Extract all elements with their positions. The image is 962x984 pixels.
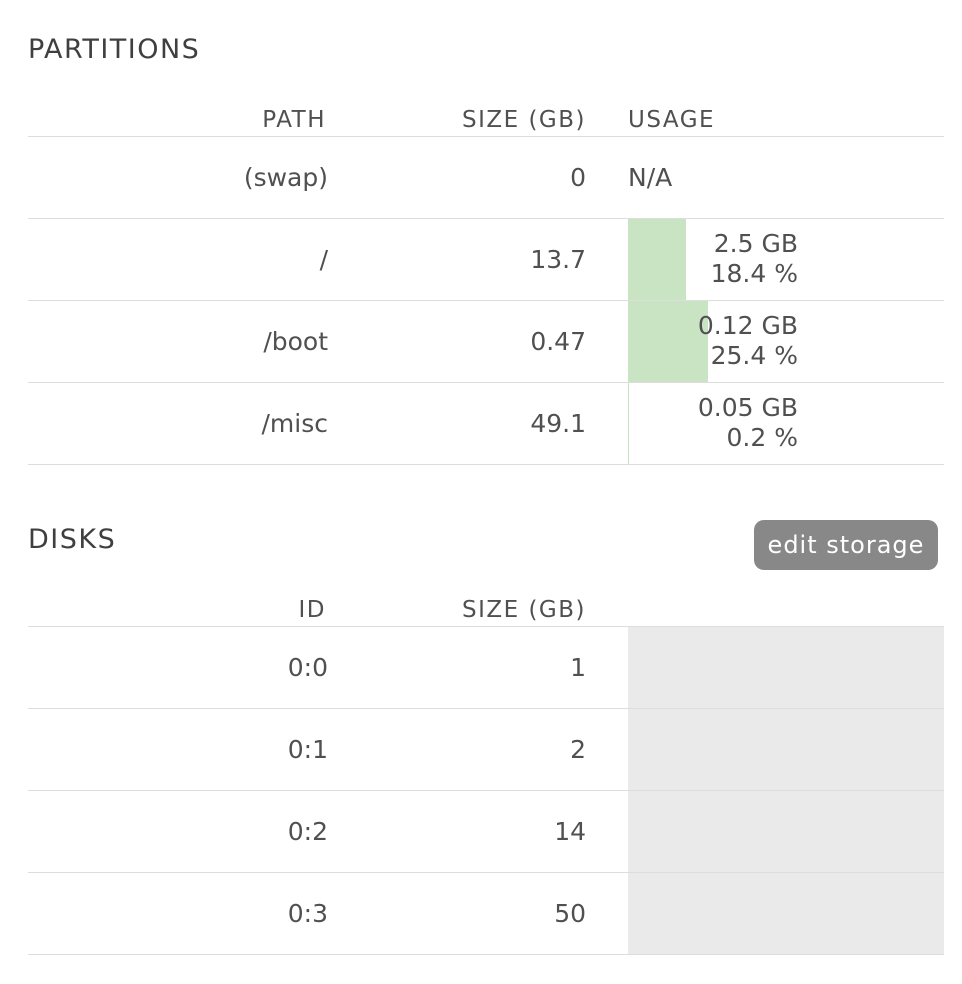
disk-usage-area	[628, 791, 944, 872]
disks-title: DISKS	[28, 524, 117, 555]
partition-path: /	[319, 245, 328, 274]
disk-row: 0:2 14	[28, 791, 944, 873]
partition-path: /boot	[263, 327, 328, 356]
partition-row: / 13.7 2.5 GB 18.4 %	[28, 219, 944, 301]
disk-row: 0:1 2	[28, 709, 944, 791]
disk-size: 1	[570, 653, 586, 682]
disk-id: 0:1	[287, 735, 328, 764]
disks-table: ID SIZE (GB) 0:0 1 0:1 2 0:2 14 0:3 50	[28, 594, 944, 955]
path-column-header: PATH	[262, 107, 326, 133]
usage-percent: 25.4 %	[710, 341, 798, 370]
usage-gb: 0.12 GB	[697, 311, 798, 340]
disk-usage-area	[628, 709, 944, 790]
partition-size: 49.1	[530, 409, 586, 438]
disk-size: 50	[554, 899, 586, 928]
disk-row: 0:0 1	[28, 627, 944, 709]
usage-text: 0.12 GB 25.4 %	[628, 311, 798, 371]
usage-percent: 0.2 %	[726, 423, 798, 452]
usage-percent: 18.4 %	[710, 259, 798, 288]
partition-size: 13.7	[530, 245, 586, 274]
usage-column-header: USAGE	[628, 107, 716, 133]
size-column-header: SIZE (GB)	[461, 107, 586, 133]
edit-storage-button[interactable]: edit storage	[754, 520, 938, 570]
usage-text: 2.5 GB 18.4 %	[628, 229, 798, 289]
partition-row: (swap) 0 N/A	[28, 137, 944, 219]
partition-row: /misc 49.1 0.05 GB 0.2 %	[28, 383, 944, 465]
size-column-header: SIZE (GB)	[461, 597, 586, 623]
disk-id: 0:2	[287, 817, 328, 846]
usage-bar	[628, 383, 629, 464]
disk-id: 0:0	[287, 653, 328, 682]
disk-usage-area	[628, 873, 944, 954]
partition-usage: N/A	[628, 137, 944, 218]
disk-id: 0:3	[287, 899, 328, 928]
partitions-title: PARTITIONS	[28, 34, 201, 65]
usage-text: 0.05 GB 0.2 %	[628, 393, 798, 453]
partition-usage: 0.12 GB 25.4 %	[628, 301, 944, 382]
disks-header-row: ID SIZE (GB)	[28, 594, 944, 627]
partitions-table: PATH SIZE (GB) USAGE (swap) 0 N/A / 13.7…	[28, 104, 944, 465]
partition-size: 0.47	[530, 327, 586, 356]
usage-na-label: N/A	[628, 163, 673, 192]
usage-bar	[628, 219, 686, 300]
usage-gb: 2.5 GB	[713, 229, 798, 258]
disk-size: 14	[554, 817, 586, 846]
disk-row: 0:3 50	[28, 873, 944, 955]
partition-row: /boot 0.47 0.12 GB 25.4 %	[28, 301, 944, 383]
id-column-header: ID	[298, 597, 326, 623]
disk-size: 2	[570, 735, 586, 764]
usage-bar	[628, 301, 708, 382]
partition-path: (swap)	[243, 163, 328, 192]
partition-usage: 2.5 GB 18.4 %	[628, 219, 944, 300]
partition-size: 0	[570, 163, 586, 192]
disk-usage-area	[628, 627, 944, 708]
usage-gb: 0.05 GB	[697, 393, 798, 422]
partition-path: /misc	[261, 409, 329, 438]
partitions-header-row: PATH SIZE (GB) USAGE	[28, 104, 944, 137]
partition-usage: 0.05 GB 0.2 %	[628, 383, 944, 464]
